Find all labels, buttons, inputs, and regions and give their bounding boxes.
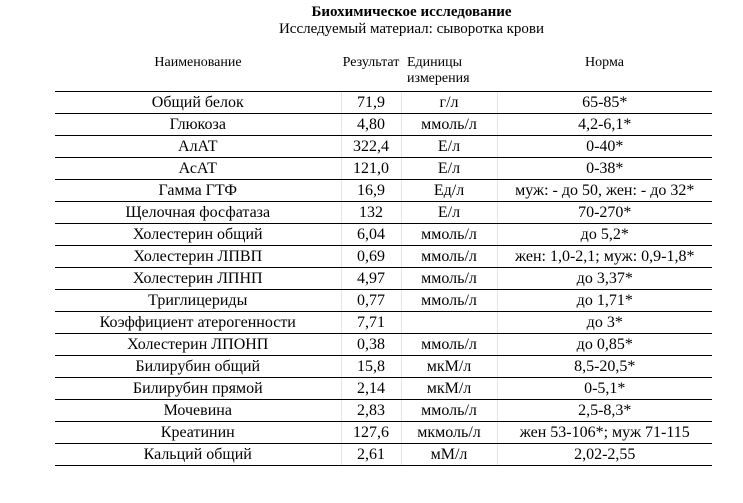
cell-name: Коэффициент атерогенности xyxy=(55,311,341,334)
cell-norm: жен: 1,0-2,1; муж: 0,9-1,8* xyxy=(496,245,712,268)
cell-units: мМ/л xyxy=(400,443,497,466)
table-header: Наименование Результат Единицы измерения… xyxy=(55,55,712,92)
cell-name: Холестерин общий xyxy=(55,223,341,246)
cell-units: ммоль/л xyxy=(400,399,497,422)
cell-units: мкмоль/л xyxy=(400,421,497,444)
cell-result: 4,80 xyxy=(340,113,401,136)
table-row: Коэффициент атерогенности 7,71 до 3* xyxy=(55,311,712,334)
cell-norm: 0-38* xyxy=(496,157,712,180)
cell-result: 0,69 xyxy=(340,245,401,268)
cell-units: Е/л xyxy=(400,135,497,158)
cell-norm: до 0,85* xyxy=(496,333,712,356)
header-norm: Норма xyxy=(497,55,712,92)
cell-norm: 8,5-20,5* xyxy=(496,355,712,378)
cell-result: 0,38 xyxy=(340,333,401,356)
table-row: Холестерин ЛПНП 4,97 ммоль/л до 3,37* xyxy=(55,267,712,290)
cell-name: Холестерин ЛПНП xyxy=(55,267,341,290)
cell-norm: 70-270* xyxy=(496,201,712,224)
cell-units xyxy=(400,311,497,334)
document-title: Биохимическое исследование xyxy=(311,4,512,20)
cell-norm: 4,2-6,1* xyxy=(496,113,712,136)
cell-name: Холестерин ЛПОНП xyxy=(55,333,341,356)
cell-result: 2,61 xyxy=(340,443,401,466)
cell-units: мкМ/л xyxy=(400,355,497,378)
cell-name: Билирубин общий xyxy=(55,355,341,378)
cell-result: 2,14 xyxy=(340,377,401,400)
cell-name: Общий белок xyxy=(55,91,341,114)
cell-name: АсАТ xyxy=(55,157,341,180)
cell-result: 0,77 xyxy=(340,289,401,312)
cell-result: 127,6 xyxy=(340,421,401,444)
cell-name: Билирубин прямой xyxy=(55,377,341,400)
cell-result: 132 xyxy=(340,201,401,224)
table-row: Холестерин общий 6,04 ммоль/л до 5,2* xyxy=(55,223,712,246)
cell-units: ммоль/л xyxy=(400,245,497,268)
cell-norm: 0-5,1* xyxy=(496,377,712,400)
cell-result: 7,71 xyxy=(340,311,401,334)
table-row: Холестерин ЛПВП 0,69 ммоль/л жен: 1,0-2,1; … xyxy=(55,245,712,268)
cell-name: Мочевина xyxy=(55,399,341,422)
table-row: Общий белок 71,9 г/л 65-85* xyxy=(55,91,712,114)
cell-units: Е/л xyxy=(400,157,497,180)
table-row: Гамма ГТФ 16,9 Ед/л муж: - до 50, жен: - до… xyxy=(55,179,712,202)
table-row: Мочевина 2,83 ммоль/л 2,5-8,3* xyxy=(55,399,712,422)
table-row: Триглицериды 0,77 ммоль/л до 1,71* xyxy=(55,289,712,312)
cell-name: Триглицериды xyxy=(55,289,341,312)
cell-name: Щелочная фосфатаза xyxy=(55,201,341,224)
table-row: Билирубин общий 15,8 мкМ/л 8,5-20,5* xyxy=(55,355,712,378)
cell-result: 322,4 xyxy=(340,135,401,158)
cell-norm: до 3,37* xyxy=(496,267,712,290)
cell-norm: 2,02-2,55 xyxy=(496,443,712,466)
cell-units: ммоль/л xyxy=(400,333,497,356)
header-units: Единицы измерения xyxy=(401,55,497,92)
cell-norm: 65-85* xyxy=(496,91,712,114)
document-subtitle: Исследуемый материал: сыворотка крови xyxy=(278,21,545,37)
table-row: Холестерин ЛПОНП 0,38 ммоль/л до 0,85* xyxy=(55,333,712,356)
table-row: Креатинин 127,6 мкмоль/л жен 53-106*; муж 7… xyxy=(55,421,712,444)
cell-units: ммоль/л xyxy=(400,113,497,136)
cell-units: Ед/л xyxy=(400,179,497,202)
cell-units: Е/л xyxy=(400,201,497,224)
table-row: АлАТ 322,4 Е/л 0-40* xyxy=(55,135,712,158)
cell-units: г/л xyxy=(400,91,497,114)
header-result: Результат xyxy=(341,55,401,92)
header-name: Наименование xyxy=(55,55,341,92)
cell-norm: 2,5-8,3* xyxy=(496,399,712,422)
cell-norm: 0-40* xyxy=(496,135,712,158)
cell-result: 2,83 xyxy=(340,399,401,422)
cell-norm: жен 53-106*; муж 71-115 xyxy=(496,421,712,444)
cell-name: АлАТ xyxy=(55,135,341,158)
cell-norm: до 5,2* xyxy=(496,223,712,246)
cell-units: ммоль/л xyxy=(400,289,497,312)
cell-result: 71,9 xyxy=(340,91,401,114)
cell-name: Холестерин ЛПВП xyxy=(55,245,341,268)
cell-name: Гамма ГТФ xyxy=(55,179,341,202)
cell-norm: до 3* xyxy=(496,311,712,334)
table-row: Билирубин прямой 2,14 мкМ/л 0-5,1* xyxy=(55,377,712,400)
table-row: Кальций общий 2,61 мМ/л 2,02-2,55 xyxy=(55,443,712,466)
table-row: АсАТ 121,0 Е/л 0-38* xyxy=(55,157,712,180)
cell-name: Глюкоза xyxy=(55,113,341,136)
cell-result: 121,0 xyxy=(340,157,401,180)
cell-units: мкМ/л xyxy=(400,377,497,400)
cell-result: 15,8 xyxy=(340,355,401,378)
cell-units: ммоль/л xyxy=(400,267,497,290)
cell-result: 4,97 xyxy=(340,267,401,290)
table-row: Щелочная фосфатаза 132 Е/л 70-270* xyxy=(55,201,712,224)
cell-units: ммоль/л xyxy=(400,223,497,246)
table-row: Глюкоза 4,80 ммоль/л 4,2-6,1* xyxy=(55,113,712,136)
cell-norm: до 1,71* xyxy=(496,289,712,312)
results-table: Наименование Результат Единицы измерения… xyxy=(55,55,712,466)
cell-result: 16,9 xyxy=(340,179,401,202)
cell-result: 6,04 xyxy=(340,223,401,246)
cell-norm: муж: - до 50, жен: - до 32* xyxy=(496,179,712,202)
cell-name: Кальций общий xyxy=(55,443,341,466)
cell-name: Креатинин xyxy=(55,421,341,444)
